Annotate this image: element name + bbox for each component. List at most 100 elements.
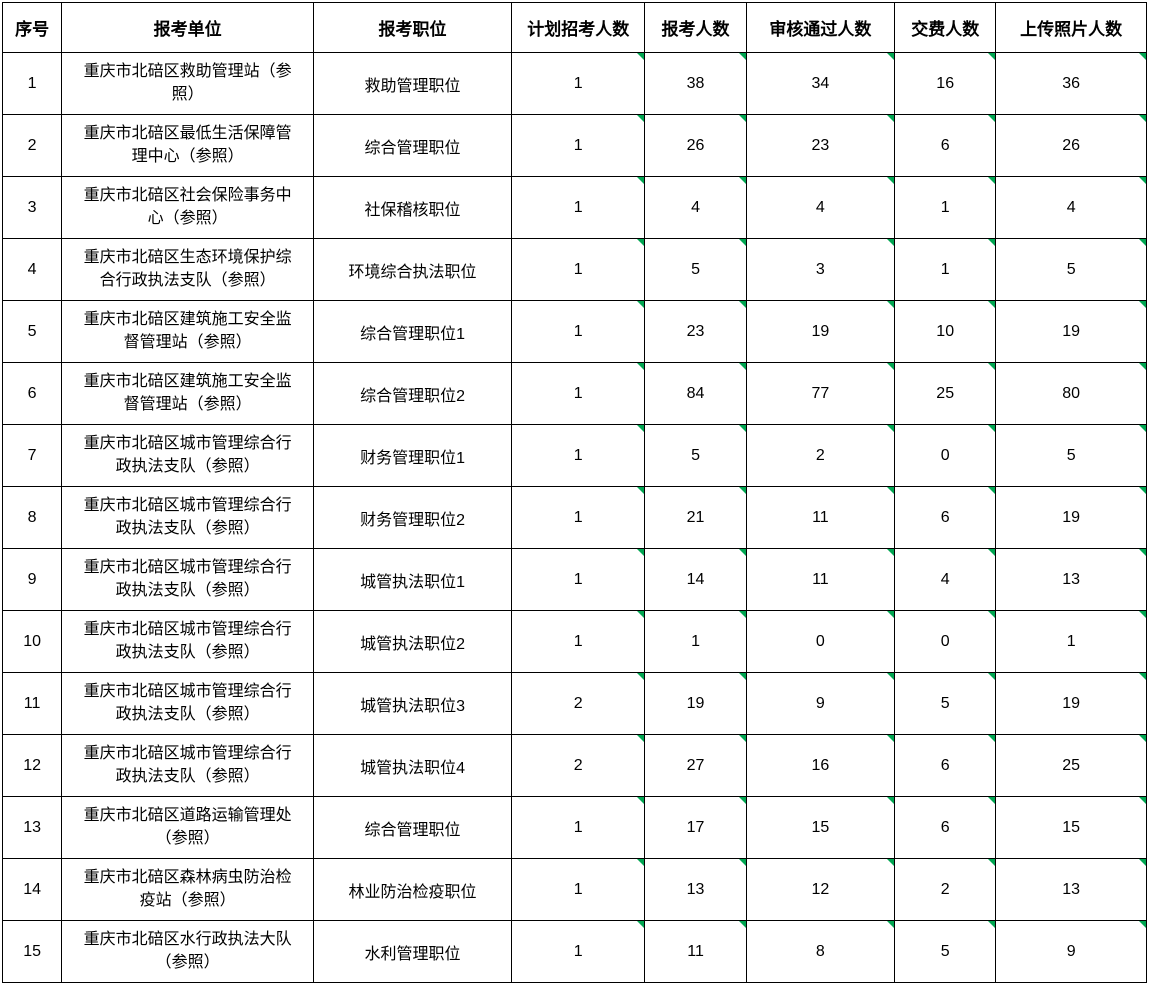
table-row: 7重庆市北碚区城市管理综合行政执法支队（参照）财务管理职位115205 — [3, 425, 1147, 487]
cell-paid: 1 — [895, 177, 996, 239]
cell-plan: 1 — [512, 53, 645, 115]
cell-unit: 重庆市北碚区城市管理综合行政执法支队（参照） — [62, 549, 314, 611]
cell-photo: 36 — [996, 53, 1147, 115]
cell-seq: 14 — [3, 859, 62, 921]
cell-approved: 77 — [746, 363, 895, 425]
cell-approved: 2 — [746, 425, 895, 487]
table-row: 10重庆市北碚区城市管理综合行政执法支队（参照）城管执法职位211001 — [3, 611, 1147, 673]
cell-unit: 重庆市北碚区社会保险事务中心（参照） — [62, 177, 314, 239]
table-body: 1重庆市北碚区救助管理站（参照）救助管理职位1383416362重庆市北碚区最低… — [3, 53, 1147, 983]
cell-photo: 26 — [996, 115, 1147, 177]
cell-plan: 1 — [512, 177, 645, 239]
cell-approved: 4 — [746, 177, 895, 239]
cell-plan: 2 — [512, 735, 645, 797]
cell-seq: 3 — [3, 177, 62, 239]
cell-photo: 19 — [996, 487, 1147, 549]
cell-seq: 10 — [3, 611, 62, 673]
header-plan: 计划招考人数 — [512, 3, 645, 53]
cell-paid: 0 — [895, 611, 996, 673]
cell-applicants: 84 — [645, 363, 746, 425]
cell-plan: 1 — [512, 549, 645, 611]
cell-paid: 6 — [895, 115, 996, 177]
cell-plan: 1 — [512, 239, 645, 301]
cell-photo: 13 — [996, 549, 1147, 611]
cell-paid: 2 — [895, 859, 996, 921]
cell-seq: 15 — [3, 921, 62, 983]
cell-unit: 重庆市北碚区建筑施工安全监督管理站（参照） — [62, 363, 314, 425]
cell-unit: 重庆市北碚区城市管理综合行政执法支队（参照） — [62, 487, 314, 549]
table-row: 5重庆市北碚区建筑施工安全监督管理站（参照）综合管理职位1123191019 — [3, 301, 1147, 363]
recruitment-table: 序号报考单位报考职位计划招考人数报考人数审核通过人数交费人数上传照片人数 1重庆… — [2, 2, 1147, 983]
cell-paid: 5 — [895, 921, 996, 983]
cell-unit: 重庆市北碚区救助管理站（参照） — [62, 53, 314, 115]
cell-position: 综合管理职位1 — [314, 301, 512, 363]
header-seq: 序号 — [3, 3, 62, 53]
cell-position: 水利管理职位 — [314, 921, 512, 983]
cell-seq: 9 — [3, 549, 62, 611]
table-row: 6重庆市北碚区建筑施工安全监督管理站（参照）综合管理职位2184772580 — [3, 363, 1147, 425]
cell-photo: 13 — [996, 859, 1147, 921]
cell-seq: 7 — [3, 425, 62, 487]
cell-photo: 1 — [996, 611, 1147, 673]
cell-applicants: 5 — [645, 239, 746, 301]
cell-position: 财务管理职位2 — [314, 487, 512, 549]
cell-position: 城管执法职位2 — [314, 611, 512, 673]
header-approved: 审核通过人数 — [746, 3, 895, 53]
cell-applicants: 11 — [645, 921, 746, 983]
cell-seq: 13 — [3, 797, 62, 859]
cell-applicants: 13 — [645, 859, 746, 921]
cell-position: 林业防治检疫职位 — [314, 859, 512, 921]
cell-position: 城管执法职位1 — [314, 549, 512, 611]
cell-unit: 重庆市北碚区森林病虫防治检疫站（参照） — [62, 859, 314, 921]
cell-position: 城管执法职位4 — [314, 735, 512, 797]
cell-photo: 25 — [996, 735, 1147, 797]
cell-photo: 80 — [996, 363, 1147, 425]
table-row: 14重庆市北碚区森林病虫防治检疫站（参照）林业防治检疫职位11312213 — [3, 859, 1147, 921]
cell-plan: 1 — [512, 797, 645, 859]
cell-applicants: 23 — [645, 301, 746, 363]
cell-seq: 11 — [3, 673, 62, 735]
cell-seq: 2 — [3, 115, 62, 177]
cell-plan: 1 — [512, 363, 645, 425]
cell-unit: 重庆市北碚区最低生活保障管理中心（参照） — [62, 115, 314, 177]
cell-approved: 12 — [746, 859, 895, 921]
cell-applicants: 4 — [645, 177, 746, 239]
cell-applicants: 27 — [645, 735, 746, 797]
cell-position: 救助管理职位 — [314, 53, 512, 115]
cell-photo: 19 — [996, 301, 1147, 363]
cell-paid: 10 — [895, 301, 996, 363]
cell-paid: 6 — [895, 487, 996, 549]
cell-plan: 2 — [512, 673, 645, 735]
cell-position: 综合管理职位 — [314, 115, 512, 177]
cell-applicants: 38 — [645, 53, 746, 115]
cell-photo: 4 — [996, 177, 1147, 239]
cell-plan: 1 — [512, 487, 645, 549]
cell-position: 社保稽核职位 — [314, 177, 512, 239]
cell-unit: 重庆市北碚区城市管理综合行政执法支队（参照） — [62, 735, 314, 797]
table-row: 1重庆市北碚区救助管理站（参照）救助管理职位138341636 — [3, 53, 1147, 115]
cell-position: 综合管理职位 — [314, 797, 512, 859]
cell-seq: 8 — [3, 487, 62, 549]
cell-seq: 6 — [3, 363, 62, 425]
cell-approved: 11 — [746, 487, 895, 549]
cell-approved: 15 — [746, 797, 895, 859]
cell-seq: 1 — [3, 53, 62, 115]
cell-seq: 5 — [3, 301, 62, 363]
cell-applicants: 17 — [645, 797, 746, 859]
cell-unit: 重庆市北碚区城市管理综合行政执法支队（参照） — [62, 425, 314, 487]
cell-paid: 4 — [895, 549, 996, 611]
cell-applicants: 14 — [645, 549, 746, 611]
cell-plan: 1 — [512, 115, 645, 177]
cell-approved: 8 — [746, 921, 895, 983]
table-row: 3重庆市北碚区社会保险事务中心（参照）社保稽核职位14414 — [3, 177, 1147, 239]
cell-applicants: 1 — [645, 611, 746, 673]
cell-photo: 9 — [996, 921, 1147, 983]
cell-applicants: 5 — [645, 425, 746, 487]
cell-paid: 25 — [895, 363, 996, 425]
cell-paid: 6 — [895, 797, 996, 859]
table-header: 序号报考单位报考职位计划招考人数报考人数审核通过人数交费人数上传照片人数 — [3, 3, 1147, 53]
cell-unit: 重庆市北碚区生态环境保护综合行政执法支队（参照） — [62, 239, 314, 301]
cell-approved: 9 — [746, 673, 895, 735]
cell-paid: 16 — [895, 53, 996, 115]
cell-paid: 1 — [895, 239, 996, 301]
